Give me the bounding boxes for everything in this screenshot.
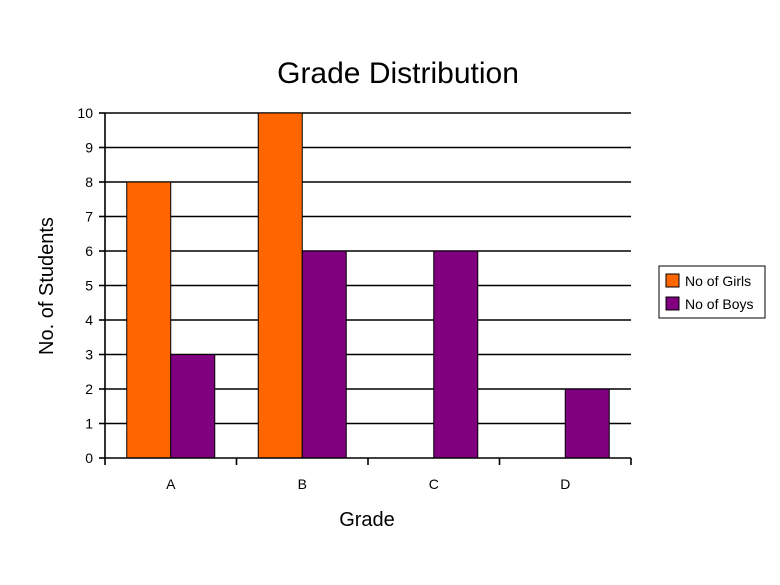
bar-D-no-of-boys (564, 388, 610, 459)
x-tick-label: C (429, 476, 439, 492)
x-axis-label: Grade (339, 509, 395, 531)
y-tick-label: 7 (85, 209, 93, 225)
bar-A-no-of-boys (170, 354, 216, 459)
y-tick-labels: 0 1 2 3 4 5 6 7 8 9 10 (77, 105, 93, 466)
legend-swatch (665, 273, 680, 288)
y-tick-label: 8 (85, 174, 93, 190)
x-tick-label: D (560, 476, 570, 492)
y-tick-label: 10 (77, 105, 93, 121)
y-axis-label: No. of Students (36, 217, 58, 355)
y-tick-label: 1 (85, 416, 93, 432)
legend: No of Girls No of Boys (658, 265, 766, 319)
y-tick-label: 2 (85, 381, 93, 397)
legend-label: No of Boys (685, 296, 753, 312)
bar-A-no-of-girls (126, 181, 172, 459)
axes (104, 113, 632, 465)
legend-swatch (665, 296, 680, 311)
bar-B-no-of-girls (257, 112, 303, 459)
x-tick-label: B (298, 476, 307, 492)
x-tick-label: A (166, 476, 176, 492)
y-tick-label: 9 (85, 140, 93, 156)
bar-B-no-of-boys (301, 250, 347, 459)
bar-C-no-of-boys (433, 250, 479, 459)
y-tick-label: 4 (85, 312, 93, 328)
legend-label: No of Girls (685, 273, 751, 289)
y-tick-label: 3 (85, 347, 93, 363)
y-tick-label: 5 (85, 278, 93, 294)
x-tick-labels: A B C D (166, 476, 570, 492)
y-tick-label: 0 (85, 450, 93, 466)
bars (126, 112, 610, 459)
chart-title: Grade Distribution (277, 57, 519, 90)
y-tick-label: 6 (85, 243, 93, 259)
